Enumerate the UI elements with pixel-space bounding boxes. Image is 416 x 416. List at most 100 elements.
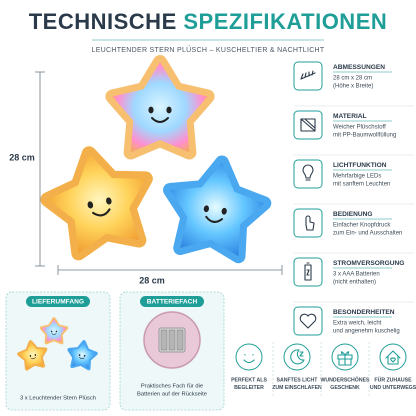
title-part: SPEZIFIKATIONEN <box>183 9 387 34</box>
spec-title: MATERIAL <box>333 113 367 120</box>
spec-icon <box>299 313 317 329</box>
battery <box>168 329 176 351</box>
eye <box>50 330 53 333</box>
spec-icon <box>300 70 316 80</box>
title-part: TECHNISCHE <box>29 9 177 34</box>
feature-icon-ring <box>235 343 263 371</box>
spec-item: STROMVERSORGUNG 3 x AAA Batterien (nicht e… <box>293 257 414 303</box>
spec-item: LICHTFUNKTION Mehrfarbige LEDs mit sanftem… <box>293 159 414 205</box>
product-image <box>40 62 269 259</box>
width-label: 28 cm <box>139 275 165 285</box>
feature-icon <box>243 353 255 364</box>
feature-text: BEGLEITER <box>234 385 264 391</box>
spec-text: 28 cm x 28 cm <box>333 76 372 82</box>
feature-text: ZUM EINSCHLAFEN <box>272 385 322 391</box>
spec-title: BESONDERHEITEN <box>333 309 395 316</box>
spec-text: (Höhe x Breite) <box>333 84 373 90</box>
box-text: Praktisches Fach für die <box>141 384 203 390</box>
spec-list: ABMESSUNGEN 28 cm x 28 cm (Höhe x Breite) M… <box>293 61 414 336</box>
eye <box>55 330 58 333</box>
battery <box>160 329 168 351</box>
spec-text: Einfacher Knopfdruck <box>333 223 391 229</box>
feature-row: PERFEKT ALS BEGLEITER SANFTES LICHT ZUM EIN… <box>231 342 416 396</box>
spec-icon-box <box>293 208 323 238</box>
page-title: TECHNISCHE SPEZIFIKATIONEN <box>29 9 388 34</box>
spec-item: BEDIENUNG Einfacher Knopfdruck zum Ein- un… <box>293 208 414 254</box>
smile <box>92 208 111 217</box>
spec-icon <box>305 215 315 231</box>
spec-title: LICHTFUNKTION <box>333 162 387 169</box>
box-header-pill <box>26 296 90 307</box>
spec-item: BESONDERHEITEN Extra weich, leicht und ang… <box>293 306 400 336</box>
spec-text: mit PP-Baumwollfüllung <box>333 133 396 139</box>
eye <box>83 354 86 357</box>
eye <box>78 354 81 357</box>
spec-text: mit sanftem Leuchten <box>333 182 390 188</box>
smile <box>51 333 57 335</box>
spec-text: und angenehm kuschelig <box>333 329 400 335</box>
spec-title: ABMESSUNGEN <box>333 64 385 71</box>
eye <box>148 106 154 114</box>
spec-icon <box>302 164 314 181</box>
spec-text: Extra weich, leicht <box>333 321 382 327</box>
box-text: 3 x Leuchtender Stern Plüsch <box>20 396 96 402</box>
spec-item: ABMESSUNGEN 28 cm x 28 cm (Höhe x Breite) <box>293 61 414 107</box>
box-title: LIEFERUMFANG <box>32 299 84 306</box>
spec-title: STROMVERSORGUNG <box>333 260 404 267</box>
plush-star <box>40 143 158 257</box>
eye <box>106 197 112 205</box>
box-frame <box>5 291 111 411</box>
plush-star <box>39 317 69 345</box>
plush-star <box>15 337 51 372</box>
eye <box>87 201 94 209</box>
box-title: BATTERIEFACH <box>147 299 198 306</box>
feature-text: UND UNTERWEGS <box>370 385 416 391</box>
feature: WUNDERSCHÖNES GESCHENK <box>321 342 371 396</box>
feature: PERFEKT ALS BEGLEITER <box>231 342 274 396</box>
spec-text: Mehrfarbige LEDs <box>333 174 381 180</box>
smile <box>79 357 85 360</box>
height-label: 28 cm <box>9 152 35 162</box>
feature-text: WUNDERSCHÖNES <box>321 376 371 383</box>
feature-icon-ring <box>379 343 407 371</box>
plush-star <box>65 338 100 372</box>
smile <box>151 117 169 123</box>
spec-icon-box <box>293 306 323 336</box>
spec-text: (nicht enthalten) <box>333 280 376 286</box>
eye <box>203 205 209 213</box>
feature-icon <box>385 350 401 365</box>
eye <box>29 354 32 357</box>
eye <box>34 354 37 356</box>
feature-text: SANFTES LICHT <box>277 377 319 383</box>
eye <box>166 106 172 114</box>
spec-icon <box>300 118 316 132</box>
dimension-lines <box>35 71 283 275</box>
spec-item: MATERIAL Weicher Plüschstoff mit PP-Baumwo… <box>293 110 414 156</box>
spec-text: Weicher Plüschstoff <box>333 125 386 131</box>
feature-text: GESCHENK <box>330 385 360 391</box>
feature-text: PERFEKT ALS <box>231 377 267 383</box>
feature-icon <box>290 349 305 365</box>
spec-title: BEDIENUNG <box>333 211 373 218</box>
feature-icon-ring <box>283 343 311 371</box>
feature-text: FÜR ZUHAUSE <box>374 376 412 383</box>
spec-text: zum Ein- und Ausschalten <box>333 231 402 237</box>
feature: SANFTES LICHT ZUM EINSCHLAFEN <box>272 342 322 396</box>
info-box: BATTERIEFACH Praktisches Fach für die Batt… <box>119 291 225 411</box>
feature-icon <box>337 351 353 366</box>
info-boxes: LIEFERUMFANG 3 x Leuchtender Stern Plüsch… <box>5 291 225 411</box>
spec-icon <box>304 262 312 281</box>
spec-text: 3 x AAA Batterien <box>333 272 380 278</box>
box-text: Batterien auf der Rückseite <box>137 392 207 398</box>
info-box: LIEFERUMFANG 3 x Leuchtender Stern Plüsch <box>5 291 111 411</box>
smile <box>30 356 36 360</box>
spec-icon-box <box>293 159 323 189</box>
box-header-pill <box>140 296 204 307</box>
plush-star <box>112 62 207 153</box>
subtitle: LEUCHTENDER STERN PLÜSCH – KUSCHELTIER &… <box>92 46 325 54</box>
feature: FÜR ZUHAUSE UND UNTERWEGS <box>370 343 416 391</box>
smile <box>205 215 224 223</box>
battery <box>176 329 184 351</box>
